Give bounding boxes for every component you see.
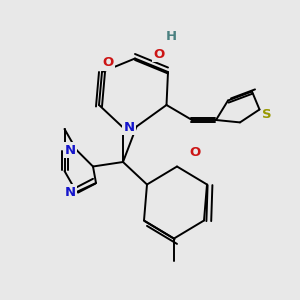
Text: O: O <box>189 146 201 160</box>
Text: N: N <box>65 143 76 157</box>
Text: O: O <box>102 56 114 70</box>
Text: O: O <box>153 47 165 61</box>
Text: H: H <box>165 29 177 43</box>
Text: N: N <box>65 185 76 199</box>
Text: S: S <box>262 107 272 121</box>
Text: N: N <box>123 121 135 134</box>
